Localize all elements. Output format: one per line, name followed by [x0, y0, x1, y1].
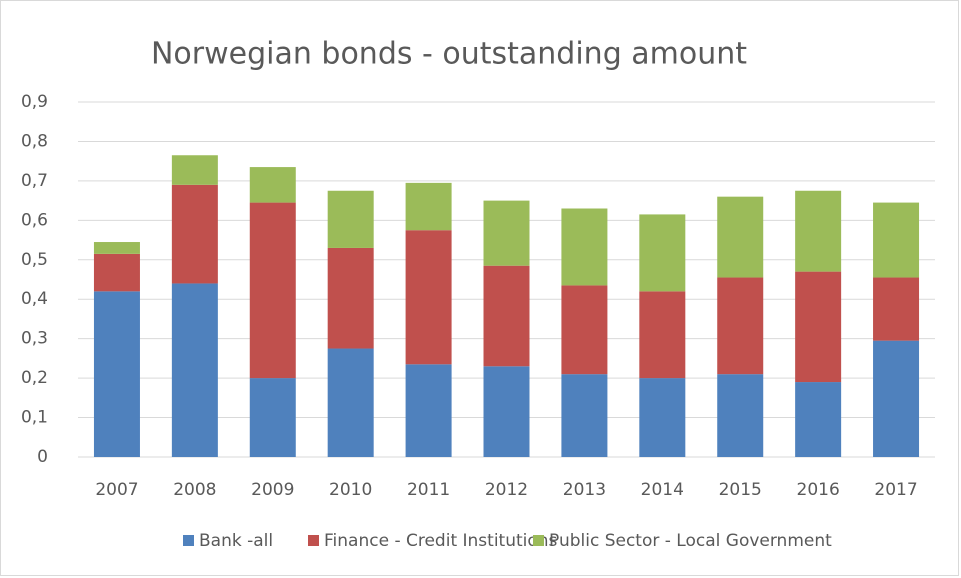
bar-segment — [795, 271, 842, 383]
bar-segment — [93, 242, 140, 254]
legend-label: Public Sector - Local Government — [549, 531, 832, 551]
bar-segment — [795, 382, 842, 457]
x-tick-label: 2016 — [797, 480, 840, 500]
y-tick-label: 0,7 — [21, 171, 48, 191]
bar-segment — [639, 291, 686, 379]
bar-segment — [561, 374, 608, 457]
bar-segment — [327, 190, 374, 248]
bar-segment — [405, 364, 452, 457]
bar-segment — [483, 200, 530, 266]
bar-segment — [639, 378, 686, 457]
bar-segment — [795, 190, 842, 272]
bar-segment — [483, 366, 530, 457]
bar-segment — [327, 247, 374, 349]
bar-segment — [873, 202, 920, 278]
bar-segment — [561, 285, 608, 375]
bar-segment — [483, 265, 530, 367]
x-tick-label: 2012 — [485, 480, 528, 500]
y-tick-label: 0,8 — [21, 131, 48, 151]
chart-title: Norwegian bonds - outstanding amount — [151, 37, 747, 72]
x-tick-label: 2008 — [173, 480, 216, 500]
legend-label: Finance - Credit Institutions — [324, 531, 558, 551]
bar-segment — [93, 253, 140, 292]
x-tick-label: 2009 — [251, 480, 294, 500]
y-tick-label: 0,9 — [21, 92, 48, 112]
legend-swatch — [183, 535, 194, 546]
bar-segment — [405, 182, 452, 231]
bar-segment — [93, 291, 140, 457]
bar-segment — [171, 155, 218, 185]
bar-segment — [639, 214, 686, 292]
y-tick-label: 0,3 — [21, 329, 48, 349]
x-tick-label: 2011 — [407, 480, 450, 500]
bar-segment — [249, 202, 296, 379]
legend-label: Bank -all — [199, 531, 273, 551]
bar-segment — [249, 167, 296, 203]
x-tick-label: 2013 — [563, 480, 606, 500]
x-tick-label: 2015 — [719, 480, 762, 500]
x-tick-label: 2010 — [329, 480, 372, 500]
bar-segment — [717, 277, 764, 375]
bar-segment — [873, 277, 920, 341]
y-tick-label: 0,2 — [21, 368, 48, 388]
bar-segment — [405, 230, 452, 365]
bar-segment — [717, 374, 764, 457]
y-tick-label: 0,1 — [21, 408, 48, 428]
x-tick-label: 2014 — [641, 480, 684, 500]
y-tick-label: 0,5 — [21, 250, 48, 270]
bar-segment — [249, 378, 296, 457]
x-tick-label: 2017 — [874, 480, 917, 500]
y-tick-label: 0,4 — [21, 289, 48, 309]
legend-swatch — [308, 535, 319, 546]
bar-segment — [717, 196, 764, 278]
y-tick-label: 0 — [37, 447, 48, 467]
bar-segment — [171, 283, 218, 457]
bar-segment — [873, 340, 920, 457]
bar-segment — [171, 184, 218, 284]
bar-segment — [561, 208, 608, 286]
y-tick-label: 0,6 — [21, 210, 48, 230]
bar-segment — [327, 348, 374, 457]
x-tick-label: 2007 — [95, 480, 138, 500]
legend-swatch — [533, 535, 544, 546]
